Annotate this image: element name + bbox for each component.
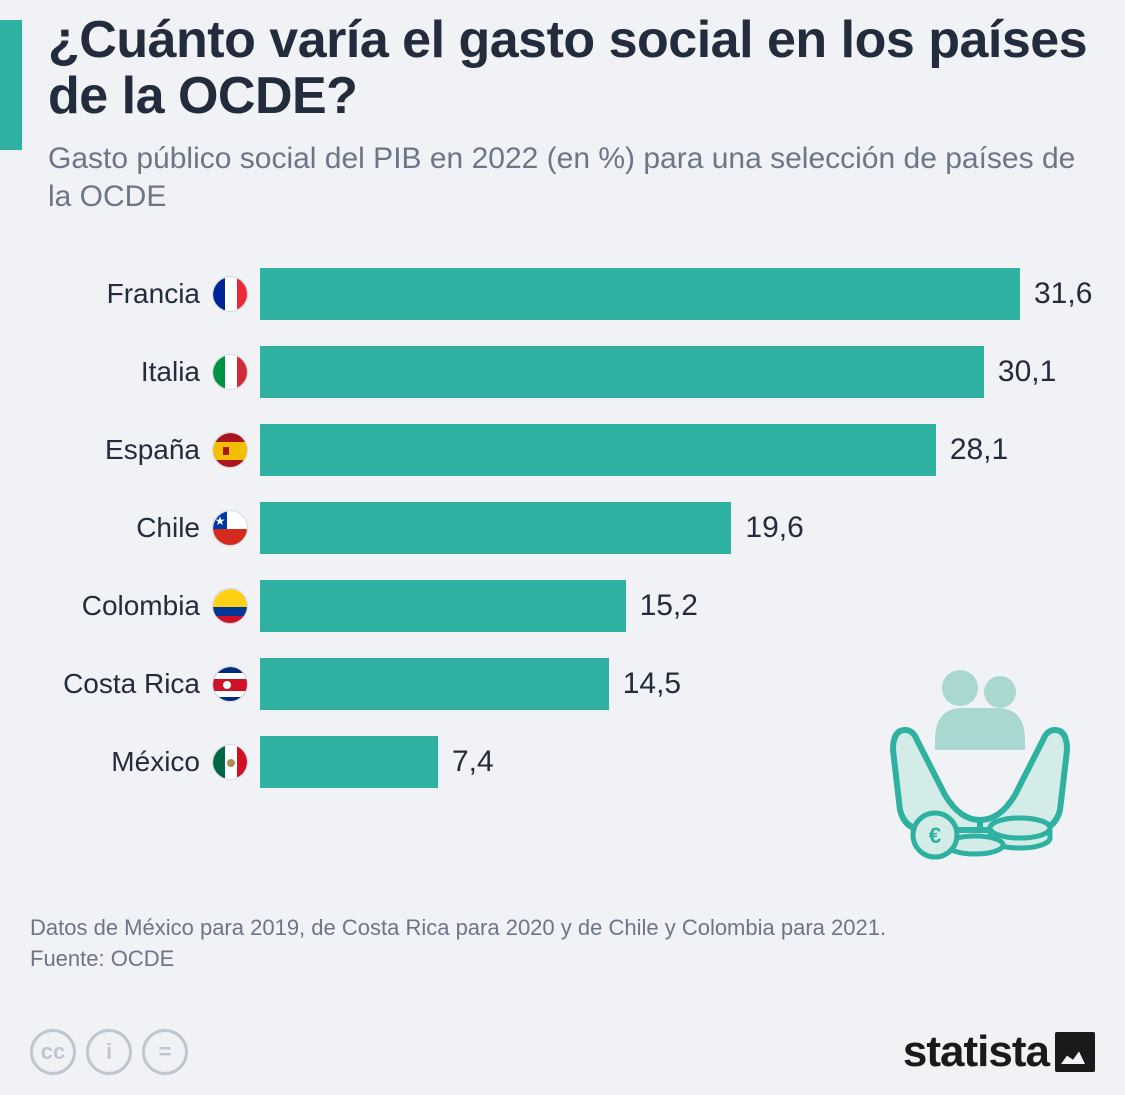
bar-col: 30,1 (260, 346, 1095, 398)
chart-row: Francia 31,6 (0, 255, 1095, 333)
chart-subtitle: Gasto público social del PIB en 2022 (en… (48, 140, 1095, 215)
label-col: México (0, 744, 260, 780)
country-label: Francia (107, 278, 200, 310)
spain-flag-icon (212, 432, 248, 468)
mexico-flag-icon (212, 744, 248, 780)
country-label: Colombia (82, 590, 200, 622)
bar-value: 7,4 (452, 745, 494, 779)
bar (260, 268, 1020, 320)
label-col: Costa Rica (0, 666, 260, 702)
bar (260, 736, 438, 788)
label-col: Chile ★ (0, 510, 260, 546)
footnote-line-1: Datos de México para 2019, de Costa Rica… (30, 913, 1095, 944)
cc-icon: cc (30, 1029, 76, 1075)
brand-logo: statista (903, 1027, 1095, 1077)
country-label: Costa Rica (63, 668, 200, 700)
footer: cc i = statista (30, 1027, 1095, 1077)
bar-col: 28,1 (260, 424, 1095, 476)
bar-value: 19,6 (745, 511, 803, 545)
chart-row: Chile ★ 19,6 (0, 489, 1095, 567)
svg-text:€: € (929, 823, 941, 848)
label-col: Italia (0, 354, 260, 390)
chart-title: ¿Cuánto varía el gasto social en los paí… (48, 12, 1095, 124)
colombia-flag-icon (212, 588, 248, 624)
bar-value: 31,6 (1034, 277, 1092, 311)
italy-flag-icon (212, 354, 248, 390)
bar (260, 502, 731, 554)
bar-value: 28,1 (950, 433, 1008, 467)
by-icon: i (86, 1029, 132, 1075)
label-col: Colombia (0, 588, 260, 624)
france-flag-icon (212, 276, 248, 312)
brand-text: statista (903, 1027, 1049, 1077)
chart-row: España 28,1 (0, 411, 1095, 489)
country-label: México (111, 746, 200, 778)
bar (260, 424, 936, 476)
label-col: España (0, 432, 260, 468)
chile-flag-icon: ★ (212, 510, 248, 546)
title-block: ¿Cuánto varía el gasto social en los paí… (0, 0, 1125, 215)
label-col: Francia (0, 276, 260, 312)
chart-row: Italia 30,1 (0, 333, 1095, 411)
bar-col: 15,2 (260, 580, 1095, 632)
country-label: Italia (141, 356, 200, 388)
bar (260, 346, 984, 398)
header-accent (0, 20, 22, 150)
bar-col: 31,6 (260, 268, 1095, 320)
social-care-icon: € (865, 660, 1085, 860)
footnote-line-2: Fuente: OCDE (30, 944, 1095, 975)
bar-value: 30,1 (998, 355, 1056, 389)
footnote: Datos de México para 2019, de Costa Rica… (30, 913, 1095, 975)
bar-col: 19,6 (260, 502, 1095, 554)
bar-value: 15,2 (640, 589, 698, 623)
country-label: España (105, 434, 200, 466)
bar-value: 14,5 (623, 667, 681, 701)
bar (260, 580, 626, 632)
nd-icon: = (142, 1029, 188, 1075)
country-label: Chile (136, 512, 200, 544)
brand-mark-icon (1055, 1032, 1095, 1072)
bar (260, 658, 609, 710)
license-icons: cc i = (30, 1029, 188, 1075)
chart-row: Colombia 15,2 (0, 567, 1095, 645)
svg-text:★: ★ (215, 514, 226, 528)
costarica-flag-icon (212, 666, 248, 702)
